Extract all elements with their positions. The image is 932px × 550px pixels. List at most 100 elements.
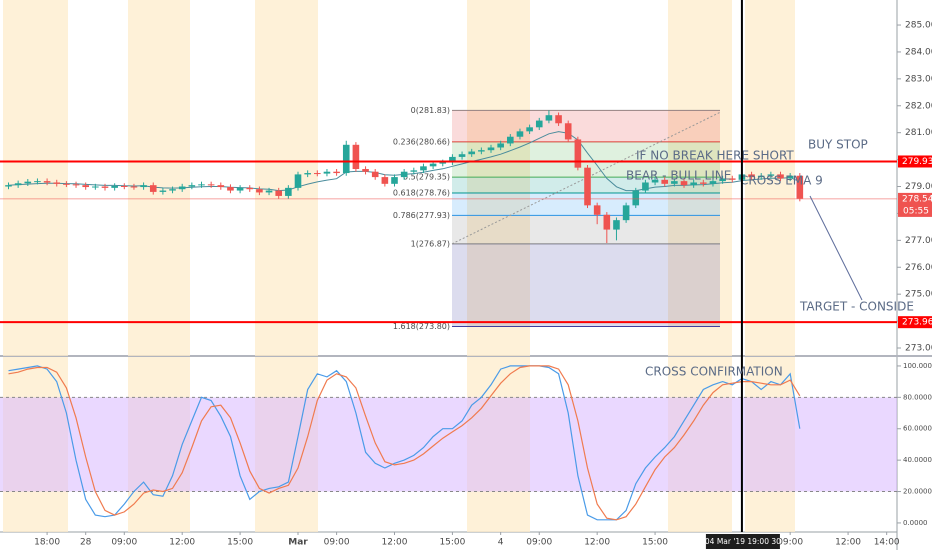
candle-body	[700, 182, 707, 184]
fib-zone	[452, 215, 720, 244]
candle-body	[63, 183, 70, 185]
candle-body	[352, 144, 360, 170]
candle-body	[497, 143, 504, 148]
candle-body	[333, 171, 340, 174]
candle-body	[275, 190, 283, 196]
candle-body	[304, 173, 311, 175]
candle-body	[120, 185, 128, 187]
last-price-box	[898, 192, 932, 217]
arrow-line	[809, 195, 863, 301]
candle-body	[362, 169, 369, 172]
y-tick-label: 281.00	[905, 128, 932, 138]
price-label: 279.93	[902, 157, 932, 167]
candle-body	[584, 167, 591, 206]
candle-body	[43, 181, 51, 183]
annotation: BUY STOP	[808, 138, 868, 152]
candle-body	[227, 187, 234, 191]
candle-body	[256, 189, 263, 193]
candle-body	[400, 171, 408, 178]
candle-body	[420, 166, 427, 171]
candle-body	[478, 150, 485, 152]
x-tick-label: 12:00	[169, 538, 195, 548]
annotation: TARGET - CONSIDE	[799, 300, 914, 314]
session-band	[128, 0, 190, 356]
candle-body	[14, 183, 22, 186]
x-tick-label: 15:00	[227, 538, 253, 548]
candle-body	[410, 170, 418, 172]
candle-body	[507, 136, 514, 144]
stoch-line	[8, 365, 801, 521]
fib-label: 0(281.83)	[411, 106, 450, 115]
candle-body	[294, 174, 302, 188]
candle-body	[593, 205, 601, 215]
y-tick-label: 279.00	[905, 182, 932, 192]
candle-body	[468, 151, 476, 155]
candle-body	[671, 181, 678, 184]
candle-body	[5, 185, 12, 187]
annotation: IF NO BREAK HERE SHORT	[636, 149, 794, 163]
candle-body	[246, 187, 254, 190]
stoch-line	[8, 365, 801, 521]
x-tick-label: 4	[498, 538, 504, 548]
candle-body	[748, 174, 755, 178]
candle-body	[82, 185, 89, 188]
y-tick-label: 277.00	[905, 236, 932, 246]
candle-body	[101, 186, 109, 188]
candle-body	[651, 179, 659, 183]
candle-body	[516, 131, 524, 137]
stoch-band	[0, 397, 897, 492]
y-tick-label: 60.0000	[903, 425, 932, 433]
price-label-box	[898, 155, 932, 168]
candle-body	[786, 175, 794, 179]
candle-body	[72, 184, 80, 186]
candle-body	[92, 186, 99, 188]
x-tick-label: 12:00	[835, 538, 861, 548]
y-tick-label: 20.0000	[903, 488, 932, 496]
fib-label: 0.786(277.93)	[393, 211, 450, 220]
candle-body	[314, 173, 321, 175]
x-tick-label: 09:00	[324, 538, 350, 548]
candle-body	[555, 115, 562, 124]
candle-body	[217, 185, 225, 188]
candle-body	[757, 175, 765, 178]
session-band	[255, 0, 318, 356]
candle-body	[188, 185, 196, 187]
fib-zone	[452, 243, 720, 327]
x-tick-label: 15:00	[642, 538, 668, 548]
annotation: BEAR - BULL LINE	[626, 169, 731, 183]
y-tick-label: 276.00	[905, 263, 932, 273]
session-band	[668, 0, 732, 356]
candle-body	[796, 175, 804, 199]
candle-body	[458, 154, 466, 157]
candle-body	[111, 185, 118, 188]
candle-body	[34, 181, 41, 183]
annotation: CROSS CONFIRMATION	[645, 365, 783, 379]
candle-body	[236, 187, 244, 191]
candle-body	[381, 177, 389, 184]
x-tick-label: 14:00	[874, 538, 900, 548]
x-tick-label: 15:00	[439, 538, 465, 548]
countdown: 05:55	[903, 206, 929, 216]
x-tick-label: 12:00	[584, 538, 610, 548]
x-tick-label: 12:00	[382, 538, 408, 548]
price-label: 273.96	[902, 318, 932, 328]
candle-body	[613, 220, 620, 230]
candle-body	[130, 186, 138, 188]
candle-body	[371, 171, 379, 178]
candle-body	[719, 178, 726, 182]
candle-body	[690, 182, 697, 186]
candle-body	[574, 139, 582, 168]
candle-body	[487, 147, 495, 151]
candle-body	[728, 178, 736, 180]
candle-body	[526, 127, 533, 132]
candle-body	[642, 182, 649, 191]
candle-body	[24, 181, 32, 184]
candle-body	[767, 174, 775, 176]
session-band	[467, 0, 530, 356]
candle-body	[140, 185, 147, 188]
last-price-label: 278.54	[902, 194, 932, 204]
session-band	[3, 0, 68, 356]
y-tick-label: 283.00	[905, 74, 932, 84]
x-tick-label: Mar	[288, 538, 308, 548]
fib-label: 1.618(273.80)	[393, 322, 450, 331]
